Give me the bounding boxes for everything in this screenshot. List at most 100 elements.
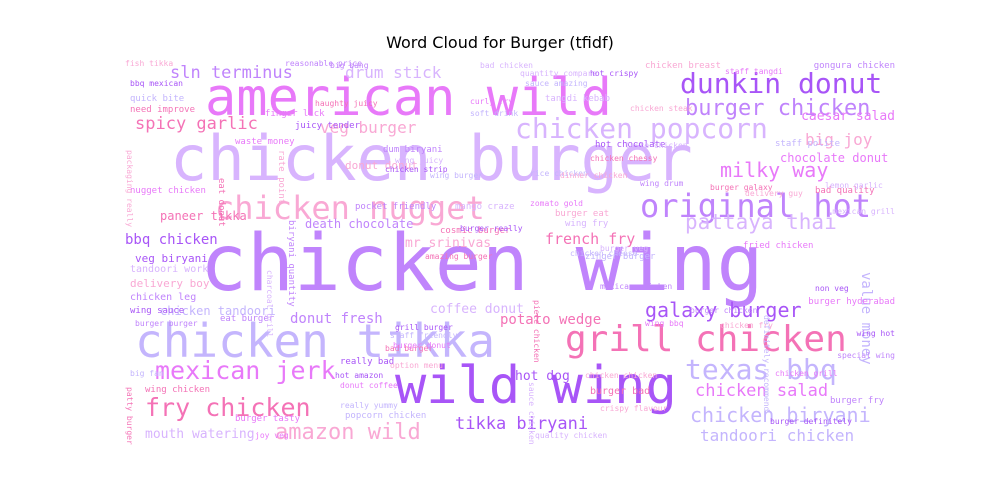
word-amazon-wild: amazon wild [275,420,421,445]
word-quick-bite: quick bite [130,94,185,104]
word-chicken-tandoori: chicken tandoori [160,304,276,318]
word-tikka-biryani: tikka biryani [455,414,589,434]
word-hot-dog: hot dog [515,369,570,384]
word-joy-veg: joy veg [255,431,289,440]
word-special-wing: special wing [837,351,895,360]
word-potato-wedge: potato wedge [500,312,602,328]
word-hot-chocolate: hot chocolate [595,140,666,150]
word-gongura-chicken: gongura chicken [813,61,895,71]
word-pocket-friendly: pocket friendly [355,202,437,212]
word-veg-biryani: veg biryani [135,252,208,265]
word-chicken-chessy: chicken chessy [590,154,658,163]
word-rice-chicken: rice chicken [530,169,588,178]
word-burger-hyderabad: burger hyderabad [808,297,895,307]
word-cosmic-burger: cosmic burger [440,226,511,236]
word-staff-polite: staff polite [775,139,841,149]
word-chicken-leg: chicken leg [130,292,197,303]
word-big-fan: big fan [130,369,164,378]
word-donut-fresh: donut fresh [290,311,383,327]
word-galaxy-burger: galaxy burger [645,298,802,322]
word-chicken-tikka: chicken tikka [135,314,496,368]
word-taste-chicken: taste chicken [625,141,688,150]
word-burger-definitely: burger definitely [770,417,852,426]
word-burger-burger: burger burger [135,319,198,328]
word-chicken-salad: chicken salad [695,381,829,401]
word-haughty-juicy: haughty juicy [315,99,378,108]
word-popcorn-chicken: popcorn chicken [345,411,427,421]
word-burger-really: burger really [460,224,523,233]
word-chicken-nugget: chicken nugget [215,189,485,227]
word-caesar-salad: caesar salad [801,109,895,124]
word-chicken-cheese: chicken cheese [570,249,638,258]
word-wing-juicy: wing juicy [395,156,444,165]
word-wing-burger: wing burger [430,171,483,180]
word-cloud: chicken wing chicken burger wild wing ameri… [125,60,895,445]
word-chicken-steak: chicken steak [630,104,693,113]
word-burger-fry: burger fry [830,396,885,406]
word-chicken-breast: chicken breast [645,61,721,71]
word-staff-tangdi: staff tangdi [725,67,783,76]
word-zomato-gold: zomato gold [530,199,583,208]
word-milky-way: milky way [720,158,829,182]
word-amazing-burger: amazing burger [425,252,493,261]
word-biryani-quantity: biryani quantity [286,220,296,307]
word-original-hot: original hot [640,187,872,225]
word-chocolate-donut: chocolate donut [780,151,889,165]
word-quality-chicken: quality chicken [535,431,608,440]
word-nugget-chicken: nugget chicken [130,186,206,196]
word-burger-galaxy: burger galaxy [710,183,773,192]
word-juicy-tender: juicy tender [295,121,361,131]
word-option-menu: option menu [390,361,443,370]
word-reasonable-price: reasonable price [285,60,363,68]
word-drum-stick: drum stick [345,63,442,82]
word-burger-eat: burger eat [555,209,610,219]
word-pattaya-thai: pattaya thai [685,210,837,234]
word-wing-hot: wing hot [856,329,895,338]
word-big-joy: big joy [805,130,873,149]
word-staff-friendly: staff friendly [390,331,458,340]
word-bad-quality: bad quality [815,186,875,196]
word-bbq-chicken: bbq chicken [125,232,218,248]
word-quantity-compare: quantity compare [520,69,598,78]
word-rate-point: rate point [276,150,286,205]
word-patty-burger: patty burger [125,387,134,445]
word-need-improve: need improve [130,105,196,115]
word-really-yummy: really yummy [340,401,398,410]
word-dunkin-donut: dunkin donut [680,67,883,100]
word-mexican-chicken: mexican chicken [600,282,673,291]
word-american-wild: american wild [205,68,612,128]
word-veg-burger: veg burger [320,118,417,137]
word-chicken-popcorn: chicken popcorn [515,112,768,145]
word-wing-bbq: wing bbq [645,319,684,328]
word-chicken-chicken: chicken chicken [585,371,658,380]
word-bad-chicken: bad chicken [480,61,533,70]
word-grill-chicken: grill chicken [565,319,847,360]
word-hot-amazon: hot amazon [335,371,384,380]
word-eat-burger: eat burger [220,314,275,324]
chart-title: Word Cloud for Burger (tfidf) [386,33,614,52]
word-sauce-chicken: sauce chicken [527,382,536,445]
word-death-chocolate: death chocolate [305,217,414,231]
word-chicken-biryani: chicken biryani [690,403,871,427]
word-chicken-fry: chicken fry [720,321,773,330]
word-delivery-boy: delivery boy [130,277,210,290]
word-burger-bad: burger bad [590,386,651,397]
word-chicken-burger: chicken burger [170,122,693,195]
word-big-bang: big bang [330,61,369,70]
word-chicken-grill: chicken grill [775,369,838,378]
word-fried-chicken: fried chicken [743,241,814,251]
word-burger-veg: burger veg [600,244,649,253]
word-curly-fry: curly fry [470,97,514,106]
word-piece-chicken: piece chicken [532,300,541,363]
word-eat-donut: eat donut [216,178,226,227]
word-paneer-tikka: paneer tikka [160,209,247,223]
word-dum-biryani: dum biryani [383,145,443,155]
word-tandoori-work: tandoori work [130,264,209,275]
word-charcoal-grill: charcoal grill [265,270,274,338]
word-fry-chicken: fry chicken [145,393,311,422]
word-grill-burger: grill burger [395,323,453,332]
word-hot-crispy: hot crispy [590,69,639,78]
word-definitely-recommend: definitely recommend [762,315,771,412]
word-donut-donut: donut donut [345,159,418,172]
word-mr-srinivas: mr srinivas [405,236,492,251]
